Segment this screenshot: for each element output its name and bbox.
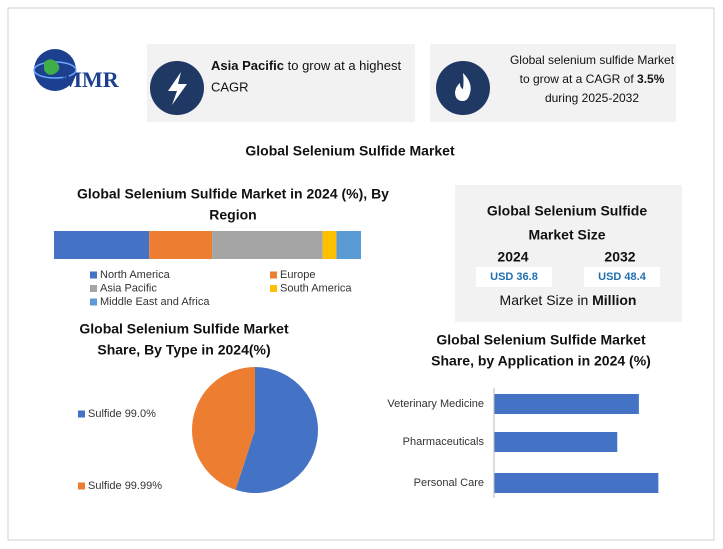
market-size-title: Global Selenium Sulfide [487,203,647,219]
logo-text: MMR [61,67,120,92]
frame [7,7,715,541]
logo: MMR [33,49,120,92]
category-label: Personal Care [414,477,484,489]
chart-title: Global Selenium Sulfide Market [79,321,289,337]
card-highlight: Asia Pacific [211,58,284,73]
value-box [476,267,552,287]
market-size-box [455,185,682,322]
bar [494,473,659,493]
category-label: Veterinary Medicine [387,398,484,410]
legend-label: Asia Pacific [100,282,157,294]
market-value: USD 36.8 [490,271,538,283]
chart-title: Global Selenium Sulfide Market in 2024 (… [77,186,389,202]
bar [494,432,618,452]
chart-title: Share, By Type in 2024(%) [97,342,270,358]
market-value: USD 48.4 [598,271,647,283]
legend-label: Middle East and Africa [100,296,210,308]
bar-segment [149,231,213,259]
unit-text: Market Size in [500,292,589,308]
main-title: Global Selenium Sulfide Market [245,143,455,159]
globe-land [44,59,60,75]
legend-label: North America [100,269,171,281]
year: 2032 [604,249,635,265]
market-size-unit: Market Size in Million [500,292,637,308]
legend-swatch [270,271,277,279]
pie-slice [191,367,255,490]
legend-label: Sulfide 99.0% [88,408,156,420]
legend-label: South America [280,282,352,294]
category-label: Pharmaceuticals [403,436,485,448]
pie-slice [235,367,318,493]
legend-label: Sulfide 99.99% [88,480,162,492]
card-highlight: 3.5% [637,72,665,86]
legend-swatch [78,410,85,418]
legend-swatch [270,285,277,292]
legend-swatch [90,298,97,306]
card-icon [436,61,490,115]
legend-swatch [90,285,97,292]
legend-label: Europe [280,269,315,281]
bar-segment [54,231,150,259]
card-text-part: to grow at a highest [288,58,402,73]
chart-title: Global Selenium Sulfide Market [436,332,646,348]
legend-swatch [78,482,85,490]
bar-segment [212,231,323,259]
flame-icon [455,73,471,101]
card-text: CAGR [211,79,249,94]
legend-swatch [90,271,97,279]
value-box [584,267,660,287]
card-text: during 2025-2032 [545,91,639,105]
unit-highlight: Million [592,292,636,308]
card-text-part: to grow at a CAGR of [520,72,635,86]
card-text: to grow at a CAGR of 3.5% [520,72,665,86]
year: 2024 [497,249,528,265]
bar-segment [336,231,361,259]
bolt-icon [168,72,187,105]
chart-title: Region [209,207,256,223]
card-text: Global selenium sulfide Market [510,53,675,67]
bar [494,394,639,414]
chart-title: Share, by Application in 2024 (%) [431,353,651,369]
bar-segment [322,231,337,259]
card-text: Asia Pacific to grow at a highest [211,58,401,73]
market-size-title: Market Size [528,227,605,243]
